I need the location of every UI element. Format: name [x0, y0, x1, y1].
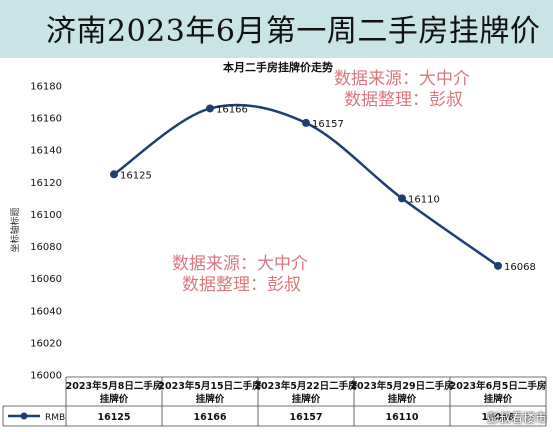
watermark-top: 数据来源：大中介 数据整理：彭叔 — [334, 69, 470, 111]
y-tick-label: 16060 — [30, 274, 62, 285]
category-label-line2: 挂牌价 — [388, 393, 417, 405]
header-banner: 济南2023年6月第一周二手房挂牌价 — [0, 0, 553, 58]
data-label: 16125 — [120, 170, 152, 181]
category-label-line1: 2023年5月8日二手房 — [66, 380, 163, 392]
data-label: 16157 — [312, 119, 344, 130]
y-tick-label: 16160 — [30, 114, 62, 125]
category-label-line2: 挂牌价 — [100, 393, 129, 405]
data-label: 16110 — [408, 194, 440, 205]
data-point — [206, 104, 214, 113]
category-label-line1: 2023年5月22日二手房 — [254, 380, 357, 392]
legend-marker-rmb — [20, 412, 28, 420]
legend-label-rmb: RMB — [45, 413, 65, 423]
table-value: 16166 — [193, 412, 226, 423]
watermark-top-line1: 数据来源：大中介 — [334, 69, 470, 89]
y-tick-label: 16100 — [30, 210, 62, 221]
y-tick-label: 16040 — [30, 306, 62, 317]
watermark-mid-line1: 数据来源：大中介 — [172, 254, 308, 274]
watermark-mid: 数据来源：大中介 数据整理：彭叔 — [172, 254, 308, 296]
series-line-rmb — [113, 103, 499, 267]
category-label-line2: 挂牌价 — [292, 393, 321, 405]
category-label-line2: 挂牌价 — [196, 393, 225, 405]
table-value: 16110 — [385, 412, 418, 423]
watermark-top-line2: 数据整理：彭叔 — [344, 90, 463, 110]
y-tick-label: 16020 — [30, 338, 62, 349]
table-value: 16157 — [289, 412, 322, 423]
data-point — [302, 118, 310, 127]
category-label-line1: 2023年6月5日二手房 — [450, 380, 547, 392]
y-tick-label: 16140 — [30, 146, 62, 157]
data-point — [398, 194, 406, 203]
y-tick-label: 16080 — [30, 242, 62, 253]
table-value: 16068 — [481, 412, 514, 423]
table-value: 16125 — [97, 412, 130, 423]
y-axis-label: 坐标轴标题 — [9, 207, 21, 252]
chart-title: 本月二手房挂牌价走势 — [223, 60, 333, 74]
data-point — [494, 261, 502, 270]
category-label-line2: 挂牌价 — [484, 393, 513, 405]
corner-watermark: 彭叔看楼市 — [486, 411, 547, 425]
y-tick-label: 16120 — [30, 178, 62, 189]
data-label: 16166 — [216, 104, 248, 115]
page-title: 济南2023年6月第一周二手房挂牌价 — [46, 14, 541, 49]
category-label-line1: 2023年5月29日二手房 — [350, 380, 453, 392]
data-label: 16068 — [504, 262, 536, 273]
category-label-line1: 2023年5月15日二手房 — [158, 380, 261, 392]
y-tick-label: 16000 — [30, 371, 62, 382]
watermark-mid-line2: 数据整理：彭叔 — [182, 275, 301, 295]
data-point — [110, 170, 118, 179]
y-tick-label: 16180 — [30, 82, 62, 93]
chart-panel: 本月二手房挂牌价走势坐标轴标题 16000 16020 16040 16060 16080… — [0, 58, 553, 432]
